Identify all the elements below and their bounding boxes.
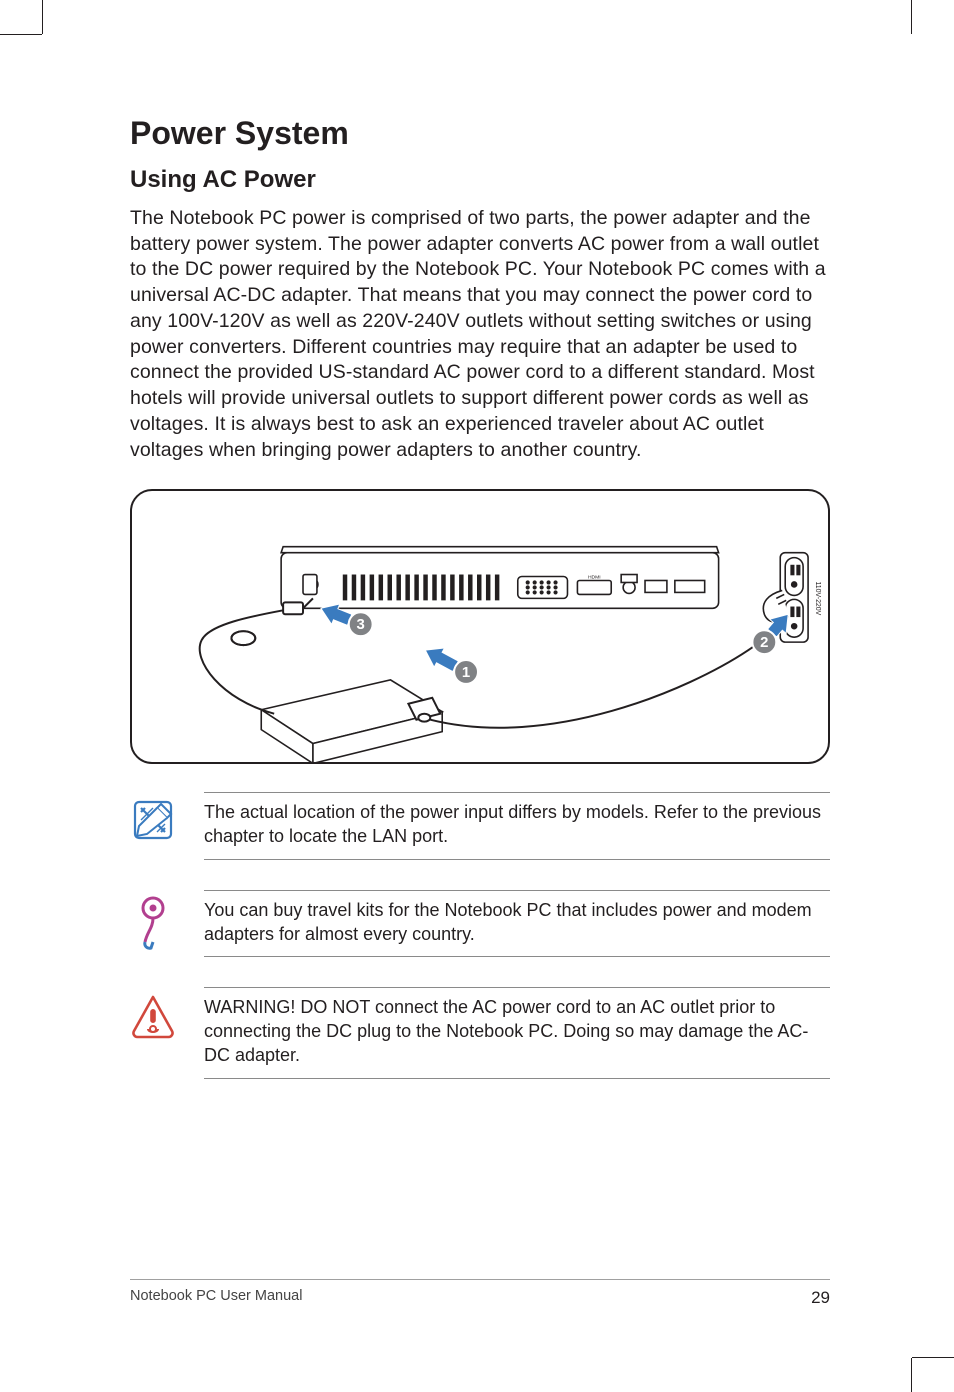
note-text: The actual location of the power input d… — [204, 792, 830, 860]
note-row: WARNING! DO NOT connect the AC power cor… — [130, 987, 830, 1078]
note-text: WARNING! DO NOT connect the AC power cor… — [204, 987, 830, 1078]
note-row: The actual location of the power input d… — [130, 792, 830, 860]
page-footer: Notebook PC User Manual 29 — [130, 1279, 830, 1308]
crop-mark — [911, 1358, 912, 1392]
notes-section: The actual location of the power input d… — [130, 792, 830, 1078]
warning-icon — [130, 987, 176, 1039]
tip-icon — [130, 890, 176, 952]
page-number: 29 — [811, 1288, 830, 1308]
footer-title: Notebook PC User Manual — [130, 1288, 302, 1308]
note-text: You can buy travel kits for the Notebook… — [204, 890, 830, 958]
crop-mark — [911, 0, 912, 34]
page-title: Power System — [130, 115, 830, 152]
crop-mark — [42, 0, 43, 34]
svg-text:2: 2 — [760, 635, 768, 651]
outlet-voltage-label: 110V-220V — [814, 582, 821, 616]
crop-mark — [912, 1357, 954, 1358]
power-diagram: HDMI — [130, 489, 830, 764]
note-icon — [130, 792, 176, 842]
section-heading: Using AC Power — [130, 166, 830, 194]
crop-mark — [0, 34, 42, 35]
svg-text:HDMI: HDMI — [588, 575, 601, 581]
svg-text:1: 1 — [462, 665, 470, 681]
power-diagram-svg: HDMI — [132, 491, 828, 764]
svg-text:3: 3 — [357, 618, 365, 634]
note-row: You can buy travel kits for the Notebook… — [130, 890, 830, 958]
body-paragraph: The Notebook PC power is comprised of tw… — [130, 206, 830, 463]
